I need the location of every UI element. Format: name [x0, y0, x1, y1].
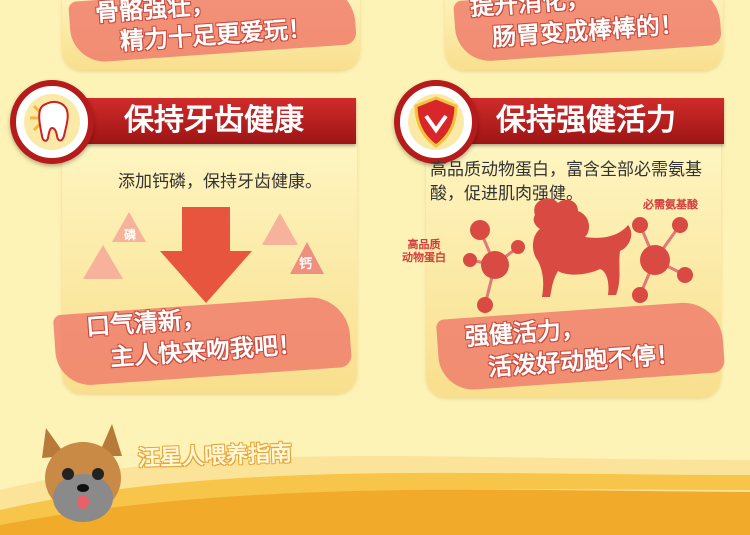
tag-phosphorus: 磷 — [124, 228, 137, 242]
left-card-description: 添加钙磷，保持牙齿健康。 — [118, 172, 322, 192]
shield-icon — [408, 94, 464, 150]
guide-title: 汪星人喂养指南 — [137, 441, 293, 472]
right-card-title: 保持强健活力 — [432, 98, 724, 144]
triangle-phosphorus — [112, 212, 146, 242]
footer-wave — [0, 456, 750, 535]
yorkie-dog-avatar — [42, 424, 122, 522]
right-card-badge — [394, 80, 478, 164]
tooth-icon — [24, 94, 80, 150]
left-card-title: 保持牙齿健康 — [64, 98, 356, 144]
down-arrow-icon — [160, 207, 252, 303]
poodle-icon — [532, 198, 632, 297]
tag-calcium: 钙 — [299, 257, 313, 272]
left-card-badge — [10, 80, 94, 164]
label-amino-acids: 必需氨基酸 — [643, 198, 698, 211]
molecule-dog-illustration — [463, 198, 693, 313]
triangle-calcium — [290, 242, 324, 274]
label-animal-protein: 高品质 动物蛋白 — [402, 238, 446, 264]
triangle-right-small — [262, 213, 298, 245]
triangle-left-small — [83, 245, 123, 279]
